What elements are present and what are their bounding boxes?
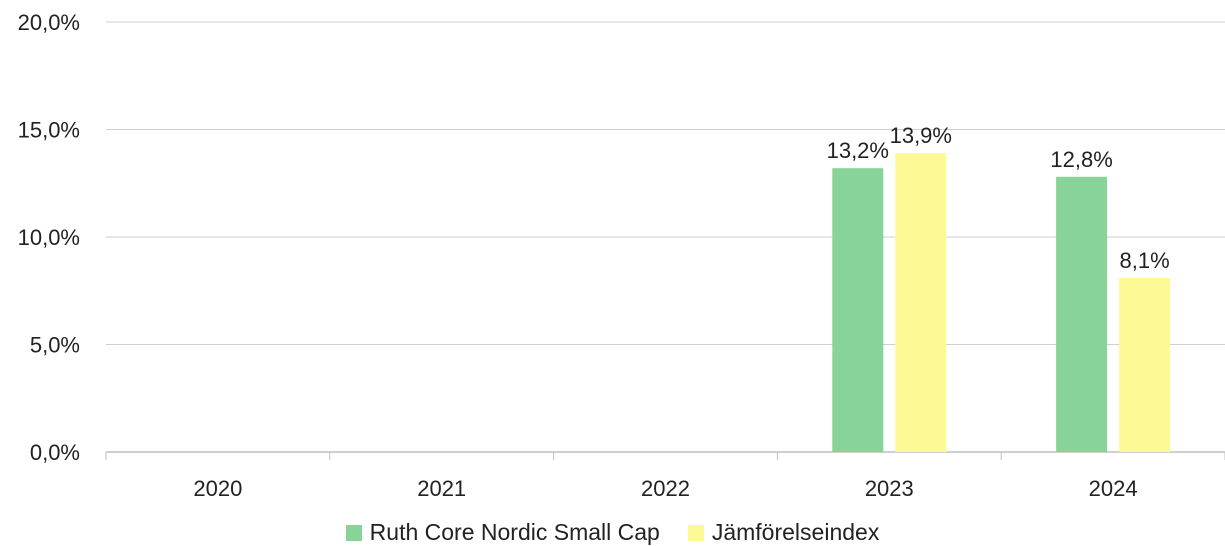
y-tick-label: 15,0%	[18, 118, 80, 143]
y-tick-label: 5,0%	[30, 333, 80, 358]
y-tick-label: 0,0%	[30, 440, 80, 465]
gridlines	[106, 21, 1225, 345]
y-tick-label: 20,0%	[18, 10, 80, 35]
bars	[832, 153, 1171, 453]
legend-swatch-ruth-core	[345, 524, 362, 541]
legend-swatch-jamforelseindex	[687, 524, 704, 541]
x-tick-label: 2020	[193, 476, 242, 501]
x-axis: 2020 2021 2022 2023 2024	[105, 451, 1225, 501]
data-label: 13,2%	[827, 138, 889, 163]
x-tick-label: 2024	[1089, 476, 1138, 501]
legend-label-ruth-core: Ruth Core Nordic Small Cap	[369, 519, 660, 545]
data-labels: 13,2%13,9% 12,8% 8,1%	[827, 123, 1170, 273]
bar-chart: 0,0% 5,0% 10,0% 15,0% 20,0% 2020 2021 2022 2023…	[18, 10, 1225, 501]
bar	[832, 168, 884, 452]
bar	[895, 153, 947, 452]
y-axis-ticks: 0,0% 5,0% 10,0% 15,0% 20,0%	[18, 10, 80, 465]
bar	[1056, 176, 1108, 453]
data-label: 12,8%	[1050, 147, 1112, 172]
x-tick-label: 2023	[865, 476, 914, 501]
legend-item-jamforelseindex: Jämförelseindex	[687, 519, 880, 546]
data-label: 8,1%	[1120, 248, 1170, 273]
x-tick-label: 2021	[417, 476, 466, 501]
legend-item-ruth-core: Ruth Core Nordic Small Cap	[345, 519, 660, 546]
legend: Ruth Core Nordic Small Cap Jämförelseind…	[0, 519, 1225, 546]
legend-label-jamforelseindex: Jämförelseindex	[711, 519, 880, 545]
y-tick-label: 10,0%	[18, 225, 80, 250]
x-tick-label: 2022	[641, 476, 690, 501]
bar	[1119, 277, 1171, 452]
data-label: 13,9%	[890, 123, 952, 148]
